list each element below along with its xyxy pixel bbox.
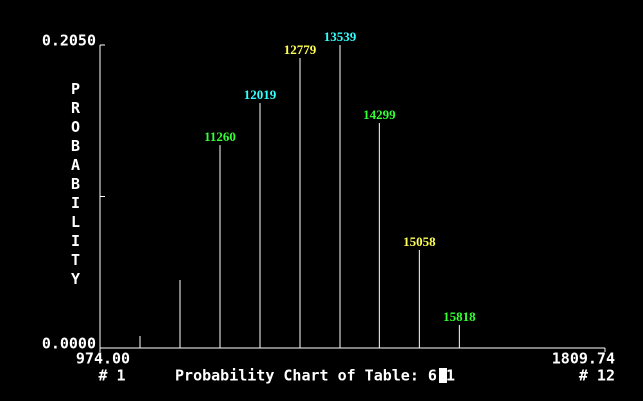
y-axis-label: PROBABILITY — [67, 80, 85, 289]
x-tick-label: 974.00 — [76, 350, 130, 368]
point-label: 15818 — [443, 309, 476, 324]
point-label: 15058 — [403, 234, 436, 249]
point-label: 12779 — [284, 42, 317, 57]
point-label: 11260 — [204, 129, 236, 144]
chart-title: Probability Chart of Table: 6-1 — [175, 367, 455, 385]
cursor — [439, 368, 447, 383]
y-tick-label: 0.2050 — [42, 32, 96, 50]
point-label: 13539 — [324, 29, 357, 44]
y-tick-label: 0.0000 — [42, 335, 96, 353]
x-index-label: # 12 — [579, 367, 615, 385]
x-index-label: # 1 — [98, 367, 125, 385]
point-label: 14299 — [363, 107, 396, 122]
x-tick-label: 1809.74 — [552, 350, 615, 368]
point-label: 12019 — [244, 87, 277, 102]
